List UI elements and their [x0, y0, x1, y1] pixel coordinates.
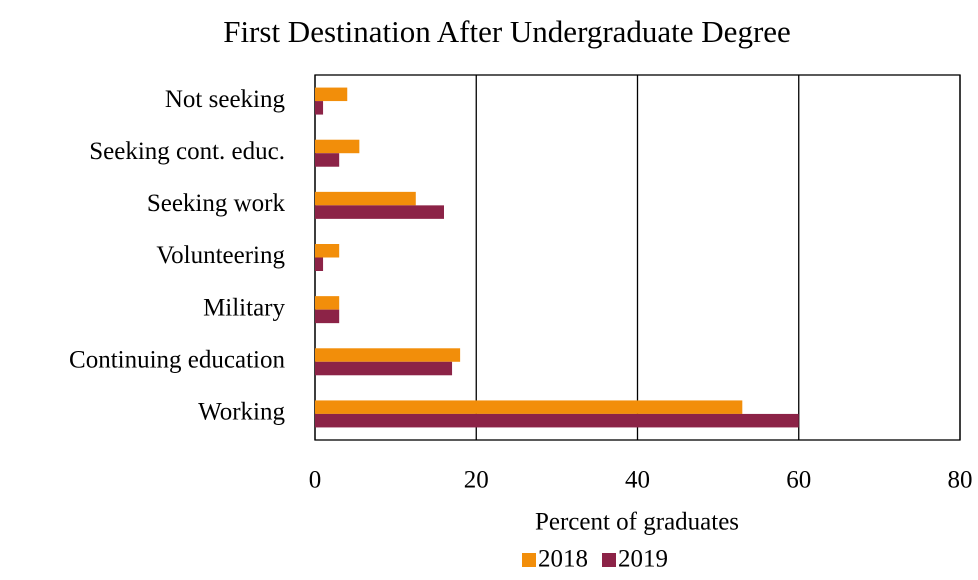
bar — [315, 205, 444, 219]
legend-swatch — [522, 553, 536, 567]
y-tick-label: Military — [203, 294, 285, 321]
x-tick-label: 40 — [625, 467, 650, 494]
y-tick-label: Working — [198, 399, 285, 426]
bar — [315, 400, 743, 414]
bar — [315, 153, 340, 167]
y-tick-label: Continuing education — [69, 347, 285, 374]
legend-label: 2019 — [618, 546, 668, 573]
legend-swatch — [602, 553, 616, 567]
bar — [315, 348, 461, 362]
x-axis-title: Percent of graduates — [535, 509, 739, 536]
bar — [315, 139, 360, 154]
bar — [315, 296, 340, 310]
bar — [315, 244, 340, 258]
chart-title: First Destination After Undergraduate De… — [223, 14, 791, 49]
x-tick-label: 60 — [786, 467, 811, 494]
x-tick-label: 80 — [948, 467, 973, 494]
x-tick-label: 0 — [309, 467, 322, 494]
bar — [315, 191, 416, 206]
bar — [315, 101, 324, 115]
bar — [315, 257, 324, 271]
y-tick-label: Volunteering — [156, 242, 285, 269]
y-tick-label: Seeking cont. educ. — [89, 138, 285, 165]
x-tick-label: 20 — [464, 467, 489, 494]
bar — [315, 87, 348, 102]
legend-label: 2018 — [538, 546, 588, 573]
y-tick-label: Seeking work — [147, 190, 286, 217]
bar — [315, 413, 799, 428]
bar — [315, 361, 453, 376]
y-tick-label: Not seeking — [165, 86, 286, 113]
bar — [315, 309, 340, 324]
